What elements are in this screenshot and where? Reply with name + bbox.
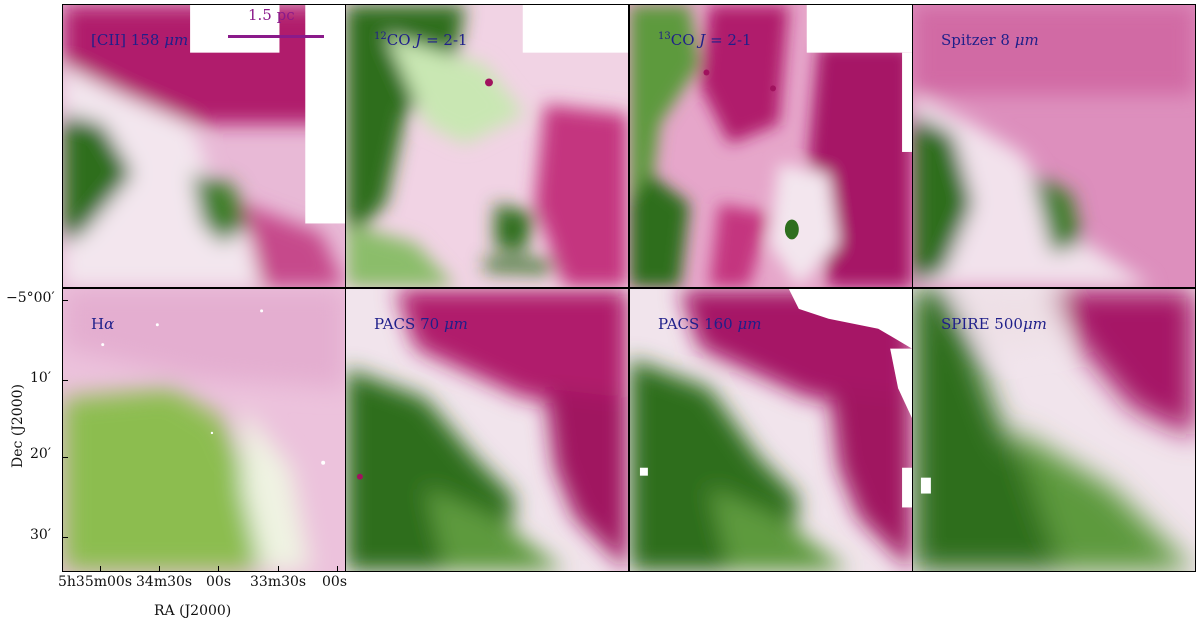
panel-label-cii: [CII] 158 μm: [91, 31, 189, 49]
spire500-map-image: [913, 289, 1195, 571]
panel-label-pacs160: PACS 160 μm: [658, 315, 762, 333]
co13-map-image: [630, 5, 912, 287]
panel-label-spitzer: Spitzer 8 μm: [941, 31, 1039, 49]
y-tick-mark-0: [62, 300, 68, 301]
panel-co13: 13CO J = 2-1: [629, 4, 913, 288]
y-tick-label-3: 30′: [30, 527, 51, 543]
cii-map-image: [63, 5, 345, 287]
x-tick-mark-3: [278, 566, 279, 572]
panel-pacs160: PACS 160 μm: [629, 288, 913, 572]
y-tick-mark-3: [62, 537, 68, 538]
y-tick-label-2: 20′: [30, 446, 51, 462]
scalebar-line: [228, 35, 324, 38]
spitzer-map-image: [913, 5, 1195, 287]
y-tick-label-0: −5°00′: [6, 290, 55, 306]
panel-label-halpha: Hα: [91, 315, 115, 333]
x-tick-mark-0: [100, 566, 101, 572]
x-tick-label-3: 33m30s: [250, 574, 307, 590]
panel-label-co13: 13CO J = 2-1: [658, 31, 752, 49]
y-tick-label-1: 10′: [30, 370, 51, 386]
halpha-map-image: [63, 289, 345, 571]
x-tick-label-0: 5h35m00s: [58, 574, 133, 590]
x-tick-mark-1: [159, 566, 160, 572]
panel-label-co12: 12CO J = 2-1: [374, 31, 468, 49]
y-tick-mark-2: [62, 457, 68, 458]
y-axis-label: Dec (J2000): [10, 384, 26, 468]
pacs70-map-image: [346, 289, 628, 571]
x-tick-mark-2: [218, 566, 219, 572]
pacs160-map-image: [630, 289, 912, 571]
y-tick-mark-1: [62, 380, 68, 381]
scalebar-label: 1.5 pc: [248, 6, 295, 24]
panel-label-pacs70: PACS 70 μm: [374, 315, 468, 333]
x-tick-mark-4: [337, 566, 338, 572]
panel-spire500: SPIRE 500μm: [912, 288, 1196, 572]
x-axis-label: RA (J2000): [154, 603, 232, 619]
panel-cii: [CII] 158 μm: [62, 4, 346, 288]
x-tick-label-4: 00s: [322, 574, 347, 590]
panel-spitzer: Spitzer 8 μm: [912, 4, 1196, 288]
x-tick-label-2: 00s: [206, 574, 231, 590]
co12-map-image: [346, 5, 628, 287]
panel-co12: 12CO J = 2-1: [345, 4, 629, 288]
x-tick-label-1: 34m30s: [136, 574, 193, 590]
panel-halpha: Hα: [62, 288, 346, 572]
panel-pacs70: PACS 70 μm: [345, 288, 629, 572]
panel-label-spire500: SPIRE 500μm: [941, 315, 1047, 333]
